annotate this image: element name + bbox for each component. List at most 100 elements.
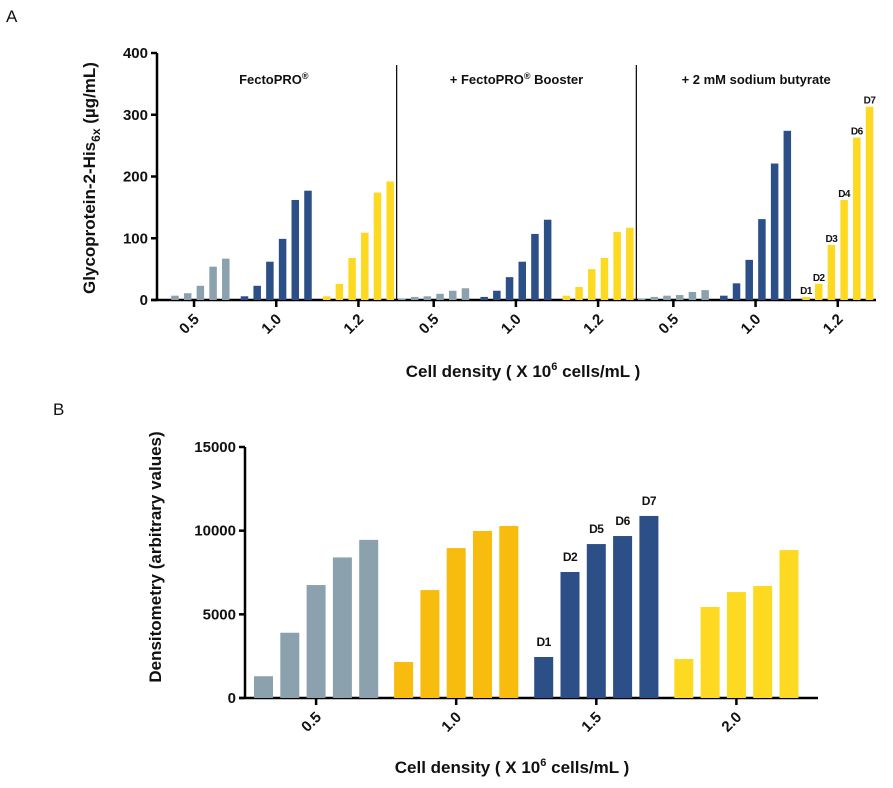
registered-mark: ® (302, 71, 309, 81)
bar (518, 261, 526, 300)
bar (745, 259, 753, 300)
bar (505, 277, 514, 300)
bar (626, 227, 634, 300)
bar (361, 232, 369, 300)
bar (196, 285, 205, 300)
group-title-main: FectoPRO (239, 72, 302, 87)
bar (650, 296, 659, 300)
bar (674, 659, 694, 698)
x-axis-title-superscript: 6 (551, 361, 557, 373)
y-axis-title-unit: (µg/mL) (80, 62, 99, 128)
bar (436, 293, 444, 300)
bar-label: D2 (813, 273, 826, 284)
bar (209, 266, 217, 300)
bar (560, 571, 580, 698)
bar (613, 232, 621, 300)
bar (306, 585, 326, 698)
bar (304, 190, 312, 300)
bar (493, 290, 501, 300)
panel-b-chart: 0 5000 10000 15000 Densitometry (arbitrary v… (146, 431, 818, 777)
bar (222, 258, 230, 300)
panel-a-chart: 0 100 200 300 400 Glycoprotein-2-His6x (µg/mL… (80, 45, 877, 381)
group-title-suffix: Booster (530, 72, 583, 87)
bar (840, 199, 848, 300)
x-tick-label: 0.5 (298, 709, 325, 736)
x-tick-label: 1.0 (498, 311, 525, 338)
bar-label: D2 (563, 550, 578, 564)
bar (335, 283, 344, 300)
bar (770, 163, 779, 300)
bar-label: D7 (864, 96, 877, 107)
x-tick-label: 0.5 (655, 311, 682, 338)
bar-label: D6 (615, 514, 630, 528)
bar (480, 296, 488, 300)
y-axis-title-subscript: 6x (89, 128, 103, 142)
y-tick-label: 10000 (194, 523, 236, 540)
bar (266, 261, 274, 300)
x-axis-title: Cell density ( X 106 cells/mL ) (395, 757, 629, 777)
bar (853, 137, 861, 300)
x-tick-label: 1.0 (438, 709, 465, 736)
bar (543, 219, 552, 300)
y-tick-label: 0 (228, 690, 236, 707)
bar (410, 296, 419, 300)
bar (398, 298, 406, 300)
bar-label: D3 (826, 234, 839, 245)
bar (802, 296, 810, 300)
bar-label: D5 (589, 522, 604, 536)
x-axis-title-main: Cell density ( X 10 (406, 362, 552, 381)
bar (814, 283, 823, 300)
bar (613, 536, 633, 698)
y-tick-label: 300 (123, 107, 148, 124)
bar (322, 296, 331, 300)
group-title: + 2 mM sodium butyrate (682, 72, 831, 87)
bar (348, 258, 356, 300)
bar (359, 539, 379, 698)
bar (386, 181, 394, 300)
bar (675, 295, 684, 300)
bar (783, 130, 792, 300)
x-axis-title-unit: cells/mL ) (557, 362, 640, 381)
bar-label: D1 (537, 635, 552, 649)
panel-letter-a: A (6, 7, 18, 26)
bar (240, 296, 249, 300)
bar (171, 295, 179, 300)
x-tick-label: 2.0 (718, 709, 745, 736)
bar (753, 586, 773, 698)
bar (720, 295, 728, 300)
group-title-main: + 2 mM sodium butyrate (682, 72, 831, 87)
bar (700, 606, 720, 698)
bar (461, 288, 470, 300)
y-axis-title: Densitometry (arbitrary values) (146, 431, 165, 682)
x-tick-label: 0.5 (176, 311, 203, 338)
bar-label: D7 (642, 494, 657, 508)
x-tick-label: 0.5 (416, 311, 443, 338)
panel-letter-b: B (53, 400, 64, 419)
bar-label: D6 (851, 127, 864, 138)
x-tick-label: 1.0 (738, 311, 765, 338)
bar (449, 290, 457, 300)
group-title: FectoPRO® (239, 71, 309, 87)
group-title-main: + FectoPRO (450, 72, 524, 87)
bar (254, 676, 273, 698)
bar (779, 550, 799, 698)
bar (420, 590, 440, 698)
bar (280, 632, 300, 698)
bar (531, 233, 539, 300)
bar (291, 199, 300, 300)
bar (663, 295, 671, 300)
x-axis-title-unit: cells/mL ) (546, 758, 629, 777)
x-tick-label: 1.5 (578, 709, 605, 736)
bar (446, 548, 466, 698)
x-axis-title: Cell density ( X 106 cells/mL ) (406, 361, 640, 381)
bar (758, 219, 766, 300)
bar (373, 192, 382, 300)
y-tick-label: 15000 (194, 439, 236, 456)
bar (726, 592, 746, 698)
bar (562, 295, 571, 300)
y-tick-label: 5000 (203, 606, 236, 623)
bar (183, 293, 192, 300)
bar (586, 544, 606, 698)
bar (499, 525, 519, 698)
x-axis-title-superscript: 6 (540, 757, 546, 769)
